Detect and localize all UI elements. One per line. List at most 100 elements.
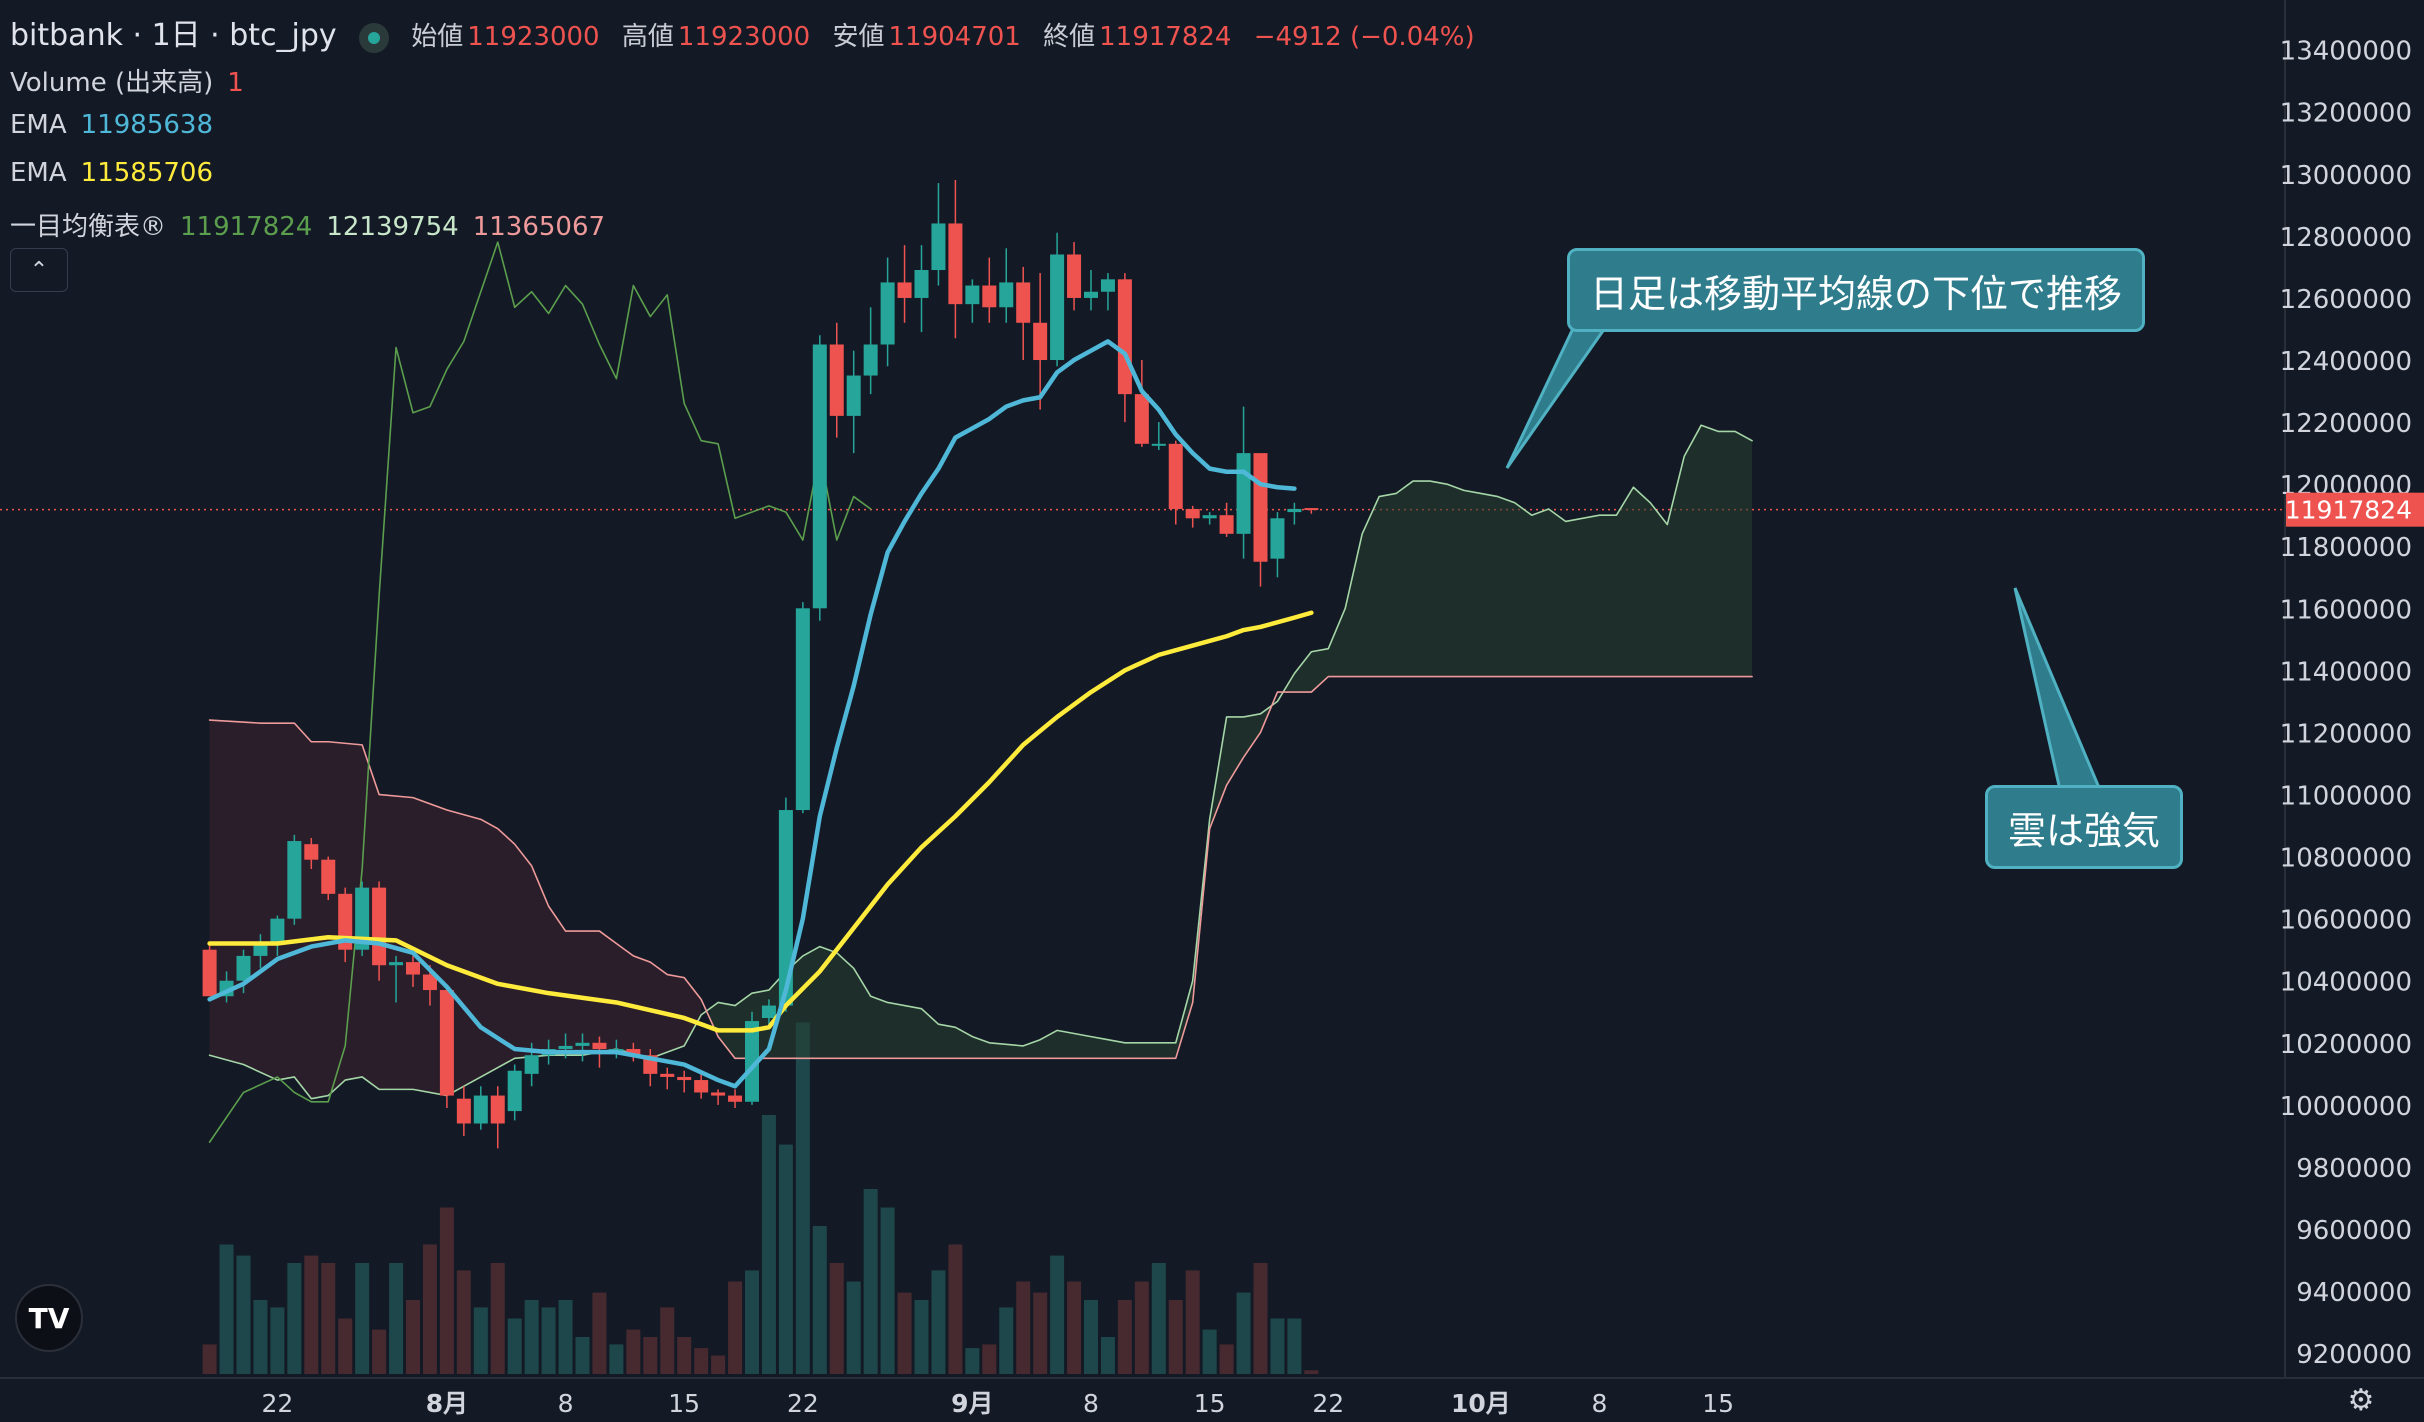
volume-bar bbox=[1236, 1292, 1251, 1374]
volume-bar bbox=[202, 1344, 217, 1374]
ema2-legend[interactable]: EMA 11585706 bbox=[10, 158, 227, 188]
settings-icon[interactable]: ⚙ bbox=[2347, 1383, 2375, 1418]
candle-up bbox=[863, 344, 878, 376]
candle-down bbox=[321, 859, 336, 894]
candle-down bbox=[1134, 394, 1149, 444]
y-tick-label: 13000000 bbox=[2280, 161, 2412, 191]
tradingview-logo-icon[interactable]: TV bbox=[15, 1284, 83, 1352]
volume-bar bbox=[338, 1318, 353, 1374]
volume-bar bbox=[456, 1270, 471, 1374]
volume-bar bbox=[558, 1300, 573, 1374]
candle-down bbox=[711, 1092, 726, 1096]
ema1-value: 11985638 bbox=[80, 110, 213, 140]
volume-bar bbox=[1185, 1270, 1200, 1374]
candle-up bbox=[745, 1021, 759, 1102]
x-tick-label: 22 bbox=[787, 1389, 819, 1418]
volume-bar bbox=[507, 1318, 522, 1374]
volume-bar bbox=[1202, 1329, 1217, 1374]
y-tick-label: 10600000 bbox=[2280, 906, 2412, 936]
candle-up bbox=[846, 375, 861, 416]
volume-value: 1 bbox=[227, 68, 244, 98]
volume-bar bbox=[1304, 1370, 1319, 1374]
volume-bar bbox=[1253, 1263, 1268, 1374]
candle-up bbox=[473, 1095, 488, 1124]
candle-up bbox=[778, 810, 793, 1006]
candle-up bbox=[389, 962, 404, 966]
candle-up bbox=[270, 918, 285, 944]
symbol-title[interactable]: bitbank · 1日 · btc_jpy bbox=[10, 18, 337, 53]
callout-cloud-pointer bbox=[2013, 587, 2103, 792]
candle-down bbox=[677, 1076, 692, 1081]
collapse-legend-button[interactable]: ⌃ bbox=[10, 248, 68, 292]
volume-bar bbox=[965, 1348, 980, 1374]
candle-up bbox=[558, 1045, 573, 1050]
lagging-span bbox=[208, 241, 872, 1143]
volume-bar bbox=[1050, 1255, 1065, 1374]
candle-down bbox=[728, 1095, 743, 1102]
candle-up bbox=[914, 270, 929, 298]
candle-up bbox=[253, 943, 268, 956]
volume-bar bbox=[439, 1207, 454, 1374]
volume-bar bbox=[1219, 1344, 1234, 1374]
candle-up bbox=[812, 344, 827, 609]
volume-bar bbox=[880, 1207, 895, 1374]
volume-bar bbox=[236, 1255, 251, 1374]
close-label: 終値 bbox=[1043, 22, 1096, 52]
y-tick-label: 12200000 bbox=[2280, 409, 2412, 439]
y-tick-label: 9600000 bbox=[2296, 1216, 2412, 1246]
volume-bar bbox=[1100, 1337, 1115, 1374]
candle-down bbox=[422, 974, 437, 991]
volume-bar bbox=[270, 1307, 285, 1374]
x-tick-label: 8 bbox=[558, 1389, 574, 1418]
candle-up bbox=[1236, 453, 1251, 534]
volume-bar bbox=[812, 1226, 827, 1374]
market-status-icon bbox=[358, 22, 389, 53]
candle-down bbox=[406, 962, 420, 975]
volume-bar bbox=[999, 1307, 1014, 1374]
volume-bar bbox=[406, 1300, 420, 1374]
candle-down bbox=[829, 344, 844, 416]
candle-up bbox=[999, 282, 1014, 308]
volume-bar bbox=[355, 1263, 370, 1374]
volume-label: Volume (出来高) bbox=[10, 68, 214, 98]
cloud-bearish bbox=[209, 720, 702, 1099]
volume-bar bbox=[287, 1263, 302, 1374]
candle-down bbox=[1168, 443, 1183, 509]
ema2-label: EMA bbox=[10, 158, 67, 188]
volume-legend[interactable]: Volume (出来高) 1 bbox=[10, 62, 258, 99]
candle-up bbox=[1202, 515, 1217, 519]
candle-down bbox=[626, 1049, 641, 1056]
volume-bar bbox=[1134, 1281, 1149, 1374]
volume-bar bbox=[1151, 1263, 1166, 1374]
volume-bar bbox=[643, 1337, 658, 1374]
y-tick-label: 9800000 bbox=[2296, 1154, 2412, 1184]
candle-up bbox=[795, 608, 810, 811]
y-tick-label: 13400000 bbox=[2280, 37, 2412, 67]
y-tick-label: 9200000 bbox=[2296, 1340, 2412, 1370]
callout-cloud-text: 雲は強気 bbox=[2008, 808, 2161, 853]
close-value: 11917824 bbox=[1099, 22, 1232, 52]
ichimoku-label: 一目均衡表® bbox=[10, 212, 167, 242]
ichimoku-legend[interactable]: 一目均衡表® 11917824 12139754 11365067 bbox=[10, 206, 619, 243]
candle-up bbox=[1270, 518, 1285, 559]
volume-bars bbox=[202, 1022, 1319, 1374]
volume-bar bbox=[982, 1344, 997, 1374]
candle-up bbox=[524, 1055, 539, 1074]
change-value: −4912 (−0.04%) bbox=[1253, 22, 1475, 52]
candle-down bbox=[1219, 515, 1234, 534]
candle-up bbox=[575, 1042, 590, 1046]
candle-down bbox=[1185, 508, 1200, 519]
callout-moving-average-text: 日足は移動平均線の下位で推移 bbox=[1590, 271, 2123, 316]
candle-up bbox=[1100, 279, 1115, 292]
candle-up bbox=[965, 285, 980, 305]
x-tick-label: 9月 bbox=[951, 1389, 993, 1418]
volume-bar bbox=[389, 1263, 404, 1374]
candle-down bbox=[202, 949, 217, 997]
volume-bar bbox=[863, 1189, 878, 1374]
volume-bar bbox=[829, 1263, 844, 1374]
volume-bar bbox=[1270, 1318, 1285, 1374]
y-tick-label: 10400000 bbox=[2280, 968, 2412, 998]
ema1-legend[interactable]: EMA 11985638 bbox=[10, 110, 227, 140]
candles bbox=[202, 180, 1319, 1149]
